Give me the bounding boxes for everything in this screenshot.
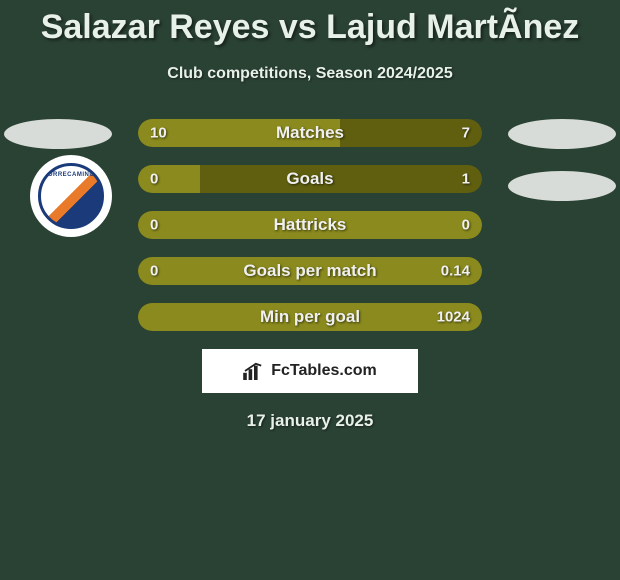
stat-row: Goals01 — [138, 165, 482, 193]
bar-fill-left — [138, 165, 200, 193]
stat-row: Goals per match00.14 — [138, 257, 482, 285]
date-text: 17 january 2025 — [0, 411, 620, 431]
stat-row: Hattricks00 — [138, 211, 482, 239]
club-badge-text: CORRECAMINOS — [41, 172, 101, 178]
bar-fill-left — [138, 303, 482, 331]
bar-fill-left — [138, 119, 340, 147]
page-title: Salazar Reyes vs Lajud MartÃnez — [0, 0, 620, 47]
club-right-badge-placeholder — [508, 171, 616, 201]
stat-row: Min per goal1024 — [138, 303, 482, 331]
player-right-avatar-placeholder — [508, 119, 616, 149]
attribution-text: FcTables.com — [271, 362, 377, 380]
stat-row: Matches107 — [138, 119, 482, 147]
player-left-avatar-placeholder — [4, 119, 112, 149]
bar-fill-left — [138, 257, 482, 285]
club-left-badge: CORRECAMINOS — [30, 155, 112, 237]
chart-icon — [243, 362, 265, 380]
comparison-chart: CORRECAMINOS Matches107 Goals01 Hattricks0… — [0, 119, 620, 331]
attribution-box: FcTables.com — [202, 349, 418, 393]
page-subtitle: Club competitions, Season 2024/2025 — [0, 65, 620, 83]
stat-bars-container: Matches107 Goals01 Hattricks00 Goals per ma… — [138, 119, 482, 331]
bar-fill-left — [138, 211, 482, 239]
club-badge-graphic: CORRECAMINOS — [38, 163, 104, 229]
